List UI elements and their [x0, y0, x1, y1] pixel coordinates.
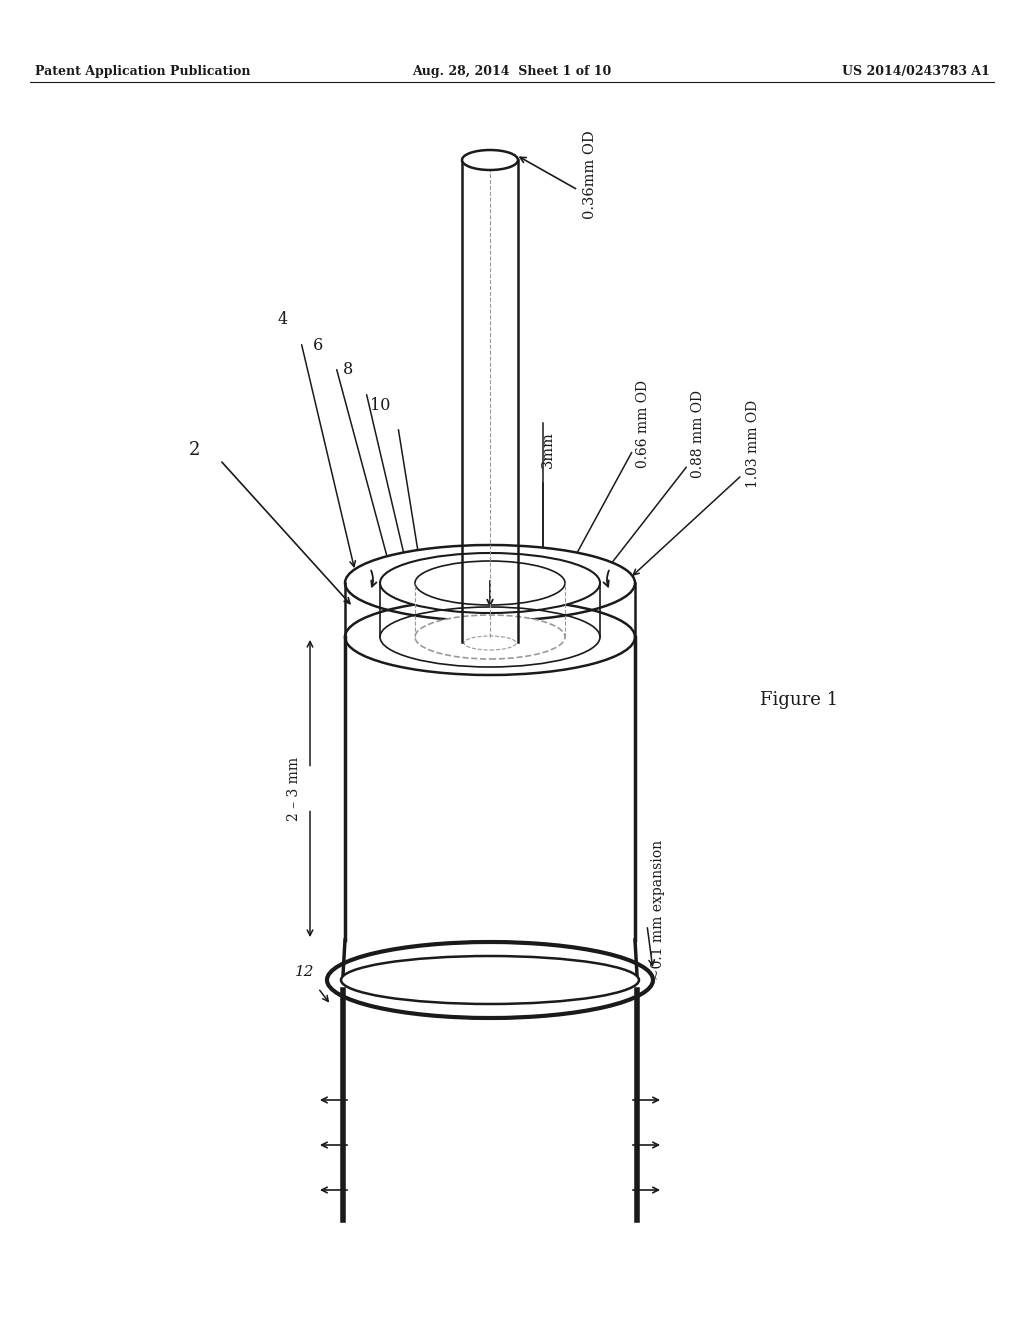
Text: US 2014/0243783 A1: US 2014/0243783 A1	[842, 65, 990, 78]
Text: 12: 12	[295, 965, 314, 979]
Ellipse shape	[345, 545, 635, 620]
Ellipse shape	[415, 561, 565, 605]
Text: 1.03 mm OD: 1.03 mm OD	[746, 400, 760, 488]
Text: 10: 10	[370, 396, 390, 413]
Text: 0.88 mm OD: 0.88 mm OD	[691, 389, 705, 478]
Ellipse shape	[380, 553, 600, 612]
Text: 4: 4	[278, 312, 288, 329]
Text: 3mm: 3mm	[541, 432, 555, 469]
Text: 6: 6	[313, 337, 324, 354]
Text: 2 – 3 mm: 2 – 3 mm	[287, 756, 301, 821]
Text: Aug. 28, 2014  Sheet 1 of 10: Aug. 28, 2014 Sheet 1 of 10	[413, 65, 611, 78]
Ellipse shape	[341, 956, 639, 1005]
Text: 8: 8	[343, 362, 353, 379]
Text: 0.36mm OD: 0.36mm OD	[583, 129, 597, 219]
Ellipse shape	[415, 615, 565, 659]
Ellipse shape	[464, 636, 516, 649]
Ellipse shape	[462, 150, 518, 170]
Text: 0.66 mm OD: 0.66 mm OD	[636, 380, 650, 469]
Text: Figure 1: Figure 1	[760, 690, 838, 709]
Text: 2: 2	[189, 441, 201, 459]
Text: Patent Application Publication: Patent Application Publication	[35, 65, 251, 78]
Text: ~0.1 mm expansion: ~0.1 mm expansion	[651, 840, 665, 981]
